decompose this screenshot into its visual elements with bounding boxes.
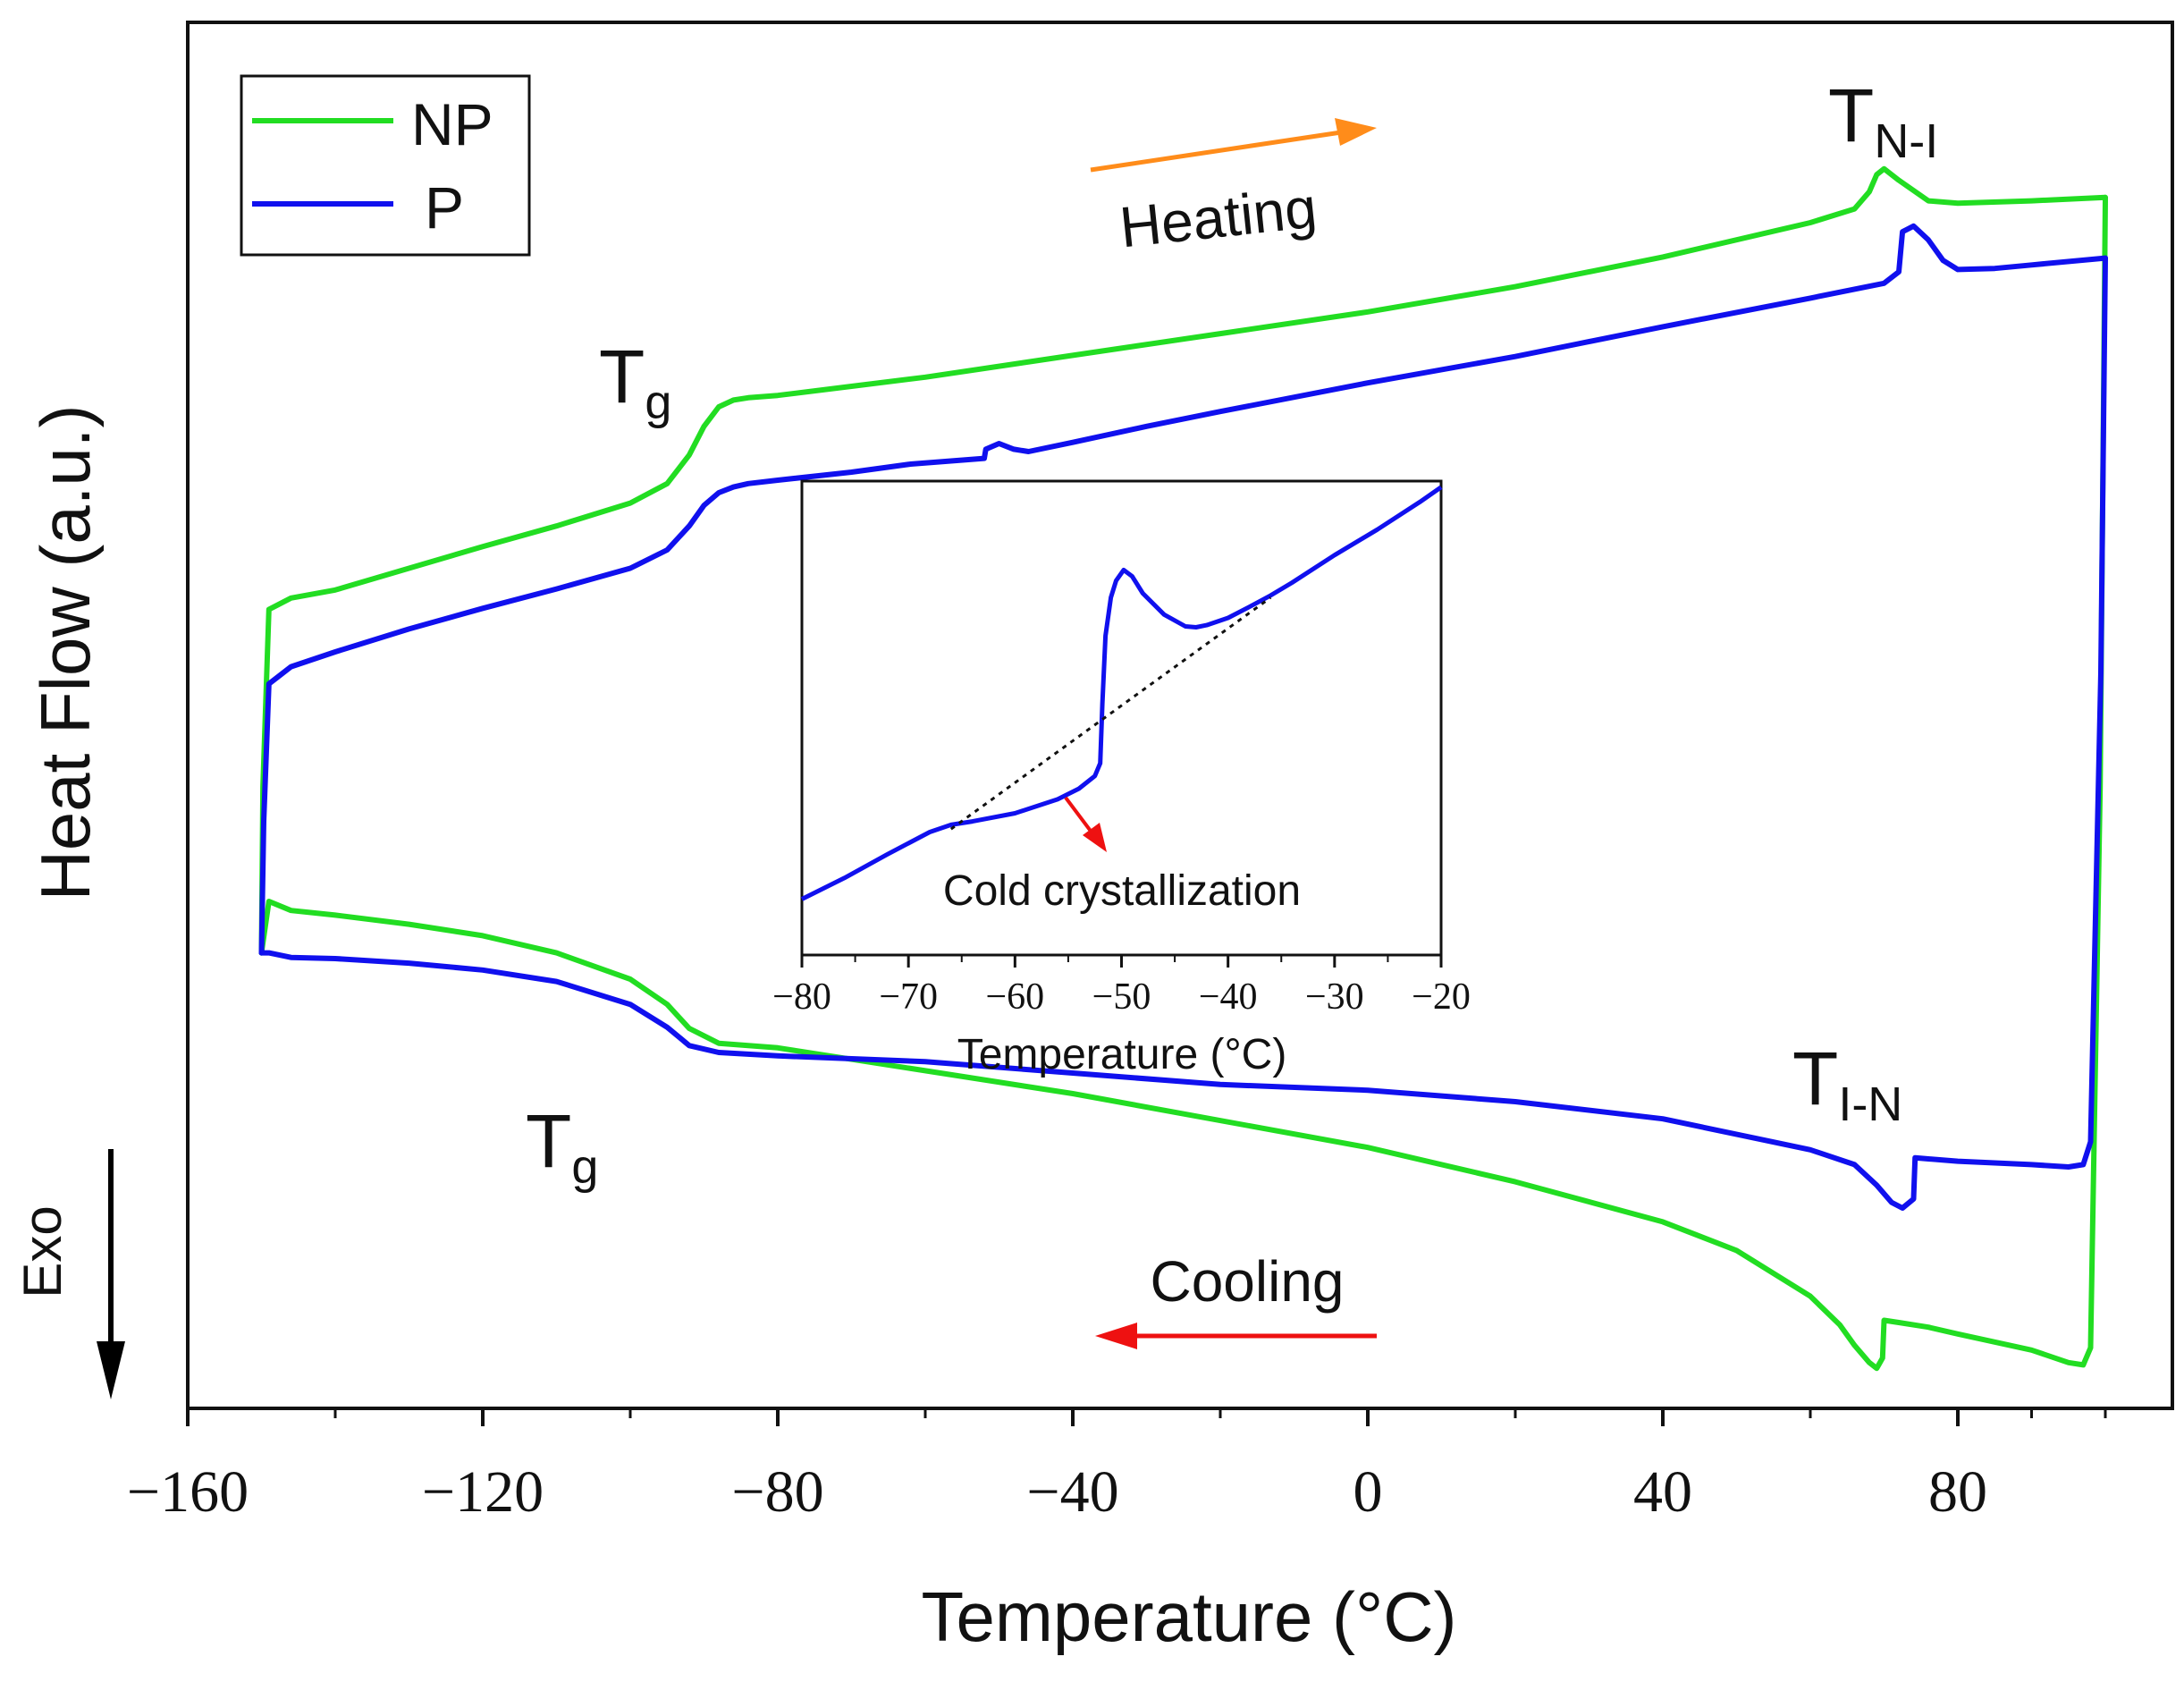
inset-x-tick-labels: −80 −70 −60 −50 −40 −30 −20 — [772, 976, 1471, 1018]
annotation-t-in: TI-N — [1792, 1036, 1902, 1131]
legend-label-np: NP — [411, 91, 493, 157]
inset-x-tick-label: −50 — [1092, 976, 1151, 1018]
series-p-heating-line — [258, 223, 2108, 956]
main-x-tick-label: −160 — [127, 1459, 249, 1525]
exo-arrow-head — [97, 1341, 125, 1399]
inset-x-tick-label: −70 — [879, 976, 938, 1018]
main-x-tick-label: 40 — [1633, 1459, 1692, 1525]
inset-series-p-line — [800, 485, 1443, 901]
cooling-indicator: Cooling — [1095, 1249, 1377, 1349]
cooling-arrow-head — [1095, 1323, 1137, 1349]
legend-label-p: P — [425, 174, 464, 241]
annotation-t-in-sub: I-N — [1838, 1078, 1902, 1131]
annotation-t-ni-main: T — [1828, 73, 1874, 157]
main-y-axis-title: Heat Flow (a.u.) — [26, 405, 105, 901]
annotation-tg-heating: Tg — [599, 334, 671, 429]
annotation-tg-heating-sub: g — [645, 376, 671, 429]
inset-chart: −80 −70 −60 −50 −40 −30 −20 Temperature (°C) C… — [772, 479, 1471, 1078]
inset-baseline-dotted-line — [949, 596, 1272, 831]
legend-box — [240, 74, 531, 257]
inset-x-axis-title: Temperature (°C) — [957, 1031, 1287, 1078]
annotation-tg-cooling-sub: g — [571, 1140, 598, 1194]
annotation-t-ni-sub: N-I — [1874, 114, 1938, 168]
heating-arrow — [1090, 130, 1342, 173]
inset-x-ticks — [800, 955, 1443, 968]
inset-x-tick-label: −80 — [772, 976, 831, 1018]
main-series-group — [258, 165, 2108, 1372]
legend: NP P — [240, 74, 531, 257]
inset-x-tick-label: −60 — [985, 976, 1044, 1018]
annotation-tg-cooling: Tg — [526, 1099, 598, 1194]
main-x-tick-labels: −160 −120 −80 −40 0 40 80 — [127, 1459, 1987, 1525]
inset-x-tick-label: −40 — [1199, 976, 1258, 1018]
main-x-tick-label: −40 — [1026, 1459, 1118, 1525]
inset-series-group — [800, 485, 1443, 901]
exo-label: Exo — [13, 1205, 72, 1297]
main-x-axis-title: Temperature (°C) — [921, 1577, 1456, 1656]
main-x-ticks — [186, 1408, 2107, 1426]
cold-crystallization-arrow-head — [1083, 823, 1107, 852]
series-np-cooling-line — [258, 194, 2108, 1372]
series-p-cooling-line — [258, 255, 2108, 1211]
heating-arrow-head — [1335, 118, 1377, 146]
main-x-tick-label: 80 — [1928, 1459, 1987, 1525]
main-x-tick-label: −120 — [422, 1459, 544, 1525]
exo-indicator: Exo — [13, 1149, 125, 1399]
inset-x-tick-label: −30 — [1305, 976, 1364, 1018]
annotation-t-ni: TN-I — [1828, 73, 1938, 168]
cooling-label: Cooling — [1150, 1249, 1344, 1314]
series-np-heating-line — [258, 165, 2108, 956]
inset-plot-frame — [800, 479, 1443, 957]
cold-crystallization-label: Cold crystallization — [943, 867, 1301, 915]
annotation-tg-cooling-main: T — [526, 1099, 571, 1183]
main-x-tick-label: 0 — [1353, 1459, 1383, 1525]
main-x-tick-label: −80 — [731, 1459, 823, 1525]
inset-x-tick-label: −20 — [1412, 976, 1471, 1018]
main-plot-frame — [186, 21, 2174, 1410]
annotation-tg-heating-main: T — [599, 334, 645, 418]
cold-crystallization-arrow — [1064, 796, 1094, 835]
annotation-t-in-main: T — [1792, 1036, 1838, 1120]
